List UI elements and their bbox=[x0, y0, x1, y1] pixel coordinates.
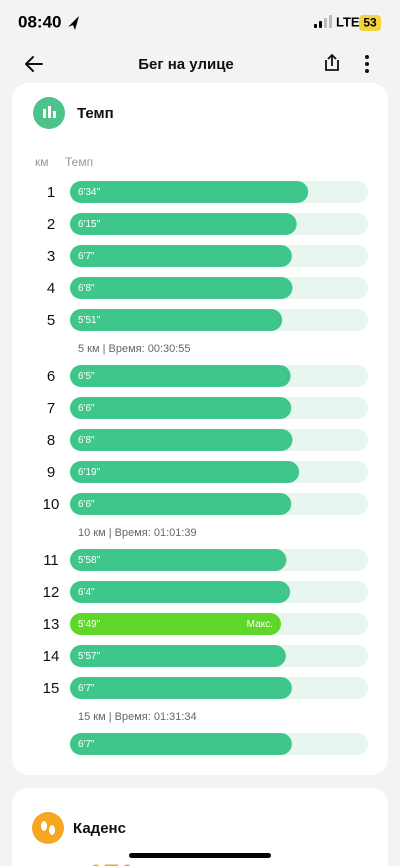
max-badge: Макс. bbox=[247, 619, 273, 630]
pace-label: 5'57" bbox=[78, 651, 101, 662]
km-label: 13 bbox=[43, 616, 60, 633]
pace-label: 6'8" bbox=[78, 283, 95, 294]
pace-bar bbox=[70, 213, 297, 235]
pace-label: 6'34" bbox=[78, 187, 101, 198]
pace-label: 5'49" bbox=[78, 619, 101, 630]
cadence-icon bbox=[32, 812, 64, 844]
pace-bar bbox=[70, 397, 292, 419]
km-label: 2 bbox=[47, 216, 55, 233]
km-label: 7 bbox=[47, 400, 55, 417]
battery-level: 53 bbox=[363, 16, 377, 30]
pace-label: 5'58" bbox=[78, 555, 101, 566]
nav-title: Бег на улице bbox=[138, 56, 234, 73]
split-note: 5 км | Время: 00:30:55 bbox=[78, 343, 191, 355]
pace-label: 6'5" bbox=[78, 371, 95, 382]
pace-bar bbox=[70, 365, 291, 387]
pace-rows: 1 6'34" 2 6'15" 3 6'7" 4 6'8" 5 5'51" 5 км | Время… bbox=[43, 181, 368, 755]
pace-bar bbox=[70, 677, 292, 699]
pace-bar bbox=[70, 493, 292, 515]
column-km: км bbox=[35, 155, 49, 169]
split-note: 10 км | Время: 01:01:39 bbox=[78, 527, 197, 539]
km-label: 3 bbox=[47, 248, 55, 265]
pace-bar bbox=[70, 733, 292, 755]
location-icon bbox=[68, 16, 79, 30]
pace-label: 6'8" bbox=[78, 435, 95, 446]
column-pace: Темп bbox=[65, 155, 93, 169]
pace-label: 6'19" bbox=[78, 467, 101, 478]
pace-icon-glyph bbox=[43, 106, 56, 118]
status-time: 08:40 bbox=[18, 12, 61, 31]
km-label: 5 bbox=[47, 312, 55, 329]
km-label: 4 bbox=[47, 280, 55, 297]
pace-label: 6'6" bbox=[78, 499, 95, 510]
pace-label: 6'7" bbox=[78, 683, 95, 694]
km-label: 14 bbox=[43, 648, 60, 665]
pace-bar bbox=[70, 461, 300, 483]
pace-bar bbox=[70, 181, 309, 203]
pace-label: 6'7" bbox=[78, 739, 95, 750]
pace-bar bbox=[70, 613, 281, 635]
cadence-icon-glyph bbox=[41, 821, 55, 835]
pace-card-title: Темп bbox=[77, 105, 114, 122]
cadence-value: 171 bbox=[88, 858, 135, 866]
cadence-card-title: Каденс bbox=[73, 820, 126, 837]
pace-bar bbox=[70, 309, 283, 331]
pace-label: 6'15" bbox=[78, 219, 101, 230]
pace-label: 6'4" bbox=[78, 587, 95, 598]
km-label: 11 bbox=[43, 552, 59, 569]
split-note: 15 км | Время: 01:31:34 bbox=[78, 711, 197, 723]
pace-bar bbox=[70, 429, 293, 451]
home-indicator bbox=[129, 853, 271, 858]
pace-label: 6'6" bbox=[78, 403, 95, 414]
km-label: 12 bbox=[43, 584, 60, 601]
km-label: 1 bbox=[47, 184, 55, 201]
km-label: 10 bbox=[43, 496, 60, 513]
signal-icon bbox=[314, 15, 332, 28]
share-button[interactable] bbox=[325, 53, 339, 71]
pace-label: 6'7" bbox=[78, 251, 95, 262]
pace-bar bbox=[70, 645, 286, 667]
back-button[interactable] bbox=[25, 56, 43, 72]
km-label: 15 bbox=[43, 680, 60, 697]
pace-bar bbox=[70, 277, 293, 299]
cadence-card bbox=[12, 788, 388, 866]
battery-icon bbox=[359, 15, 381, 31]
network-label: LTE bbox=[336, 14, 360, 29]
pace-bar bbox=[70, 245, 292, 267]
more-button[interactable] bbox=[365, 55, 369, 73]
pace-bar bbox=[70, 549, 287, 571]
pace-label: 5'51" bbox=[78, 315, 101, 326]
pace-bar bbox=[70, 581, 291, 603]
km-label: 8 bbox=[47, 432, 55, 449]
km-label: 9 bbox=[47, 464, 55, 481]
km-label: 6 bbox=[47, 368, 55, 385]
